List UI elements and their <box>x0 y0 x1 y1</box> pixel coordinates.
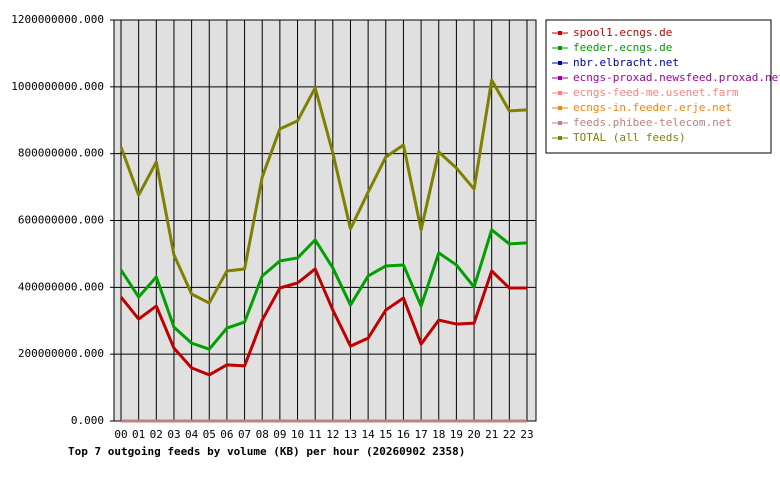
legend-marker <box>558 136 562 140</box>
y-tick-label: 200000000.000 <box>18 347 104 360</box>
series-line <box>119 228 528 351</box>
x-tick-label: 10 <box>291 428 304 441</box>
legend-label: spool1.ecngs.de <box>573 26 672 39</box>
legend-label: nbr.elbracht.net <box>573 56 679 69</box>
x-tick-label: 20 <box>467 428 480 441</box>
x-tick-label: 23 <box>520 428 533 441</box>
y-tick-label: 0.000 <box>71 414 104 427</box>
legend-label: ecngs-feed-me.usenet.farm <box>573 86 739 99</box>
legend-label: feeder.ecngs.de <box>573 41 672 54</box>
chart-title: Top 7 outgoing feeds by volume (KB) per … <box>68 445 465 458</box>
x-tick-label: 16 <box>397 428 410 441</box>
legend-marker <box>558 91 562 95</box>
x-tick-label: 13 <box>344 428 357 441</box>
series-line <box>119 78 528 305</box>
x-tick-label: 06 <box>220 428 233 441</box>
series-line <box>119 267 527 377</box>
y-tick-label: 800000000.000 <box>18 147 104 160</box>
x-tick-label: 19 <box>450 428 463 441</box>
legend-label: ecngs-in.feeder.erje.net <box>573 101 732 114</box>
y-tick-label: 400000000.000 <box>18 280 104 293</box>
x-tick-label: 09 <box>273 428 286 441</box>
x-tick-label: 00 <box>114 428 127 441</box>
x-tick-label: 07 <box>238 428 251 441</box>
x-tick-label: 12 <box>326 428 339 441</box>
x-tick-label: 01 <box>132 428 145 441</box>
x-tick-label: 18 <box>432 428 445 441</box>
x-tick-label: 04 <box>185 428 199 441</box>
x-tick-label: 21 <box>485 428 498 441</box>
legend-marker <box>558 76 562 80</box>
y-tick-label: 1000000000.000 <box>11 80 104 93</box>
legend-marker <box>558 121 562 125</box>
y-tick-label: 600000000.000 <box>18 214 104 227</box>
x-tick-label: 08 <box>256 428 269 441</box>
legend-label: feeds.phibee-telecom.net <box>573 116 732 129</box>
legend-marker <box>558 61 562 65</box>
y-tick-label: 1200000000.000 <box>11 13 104 26</box>
x-tick-label: 22 <box>503 428 516 441</box>
x-tick-label: 14 <box>362 428 376 441</box>
legend-marker <box>558 46 562 50</box>
legend-label: TOTAL (all feeds) <box>573 131 686 144</box>
x-tick-label: 02 <box>150 428 163 441</box>
x-tick-label: 11 <box>309 428 322 441</box>
legend-marker <box>558 31 562 35</box>
x-tick-label: 17 <box>414 428 427 441</box>
x-tick-label: 03 <box>167 428 180 441</box>
legend-label: ecngs-proxad.newsfeed.proxad.net <box>573 71 780 84</box>
legend-marker <box>558 106 562 110</box>
x-tick-label: 05 <box>203 428 216 441</box>
legend-box <box>545 19 772 154</box>
x-tick-label: 15 <box>379 428 392 441</box>
